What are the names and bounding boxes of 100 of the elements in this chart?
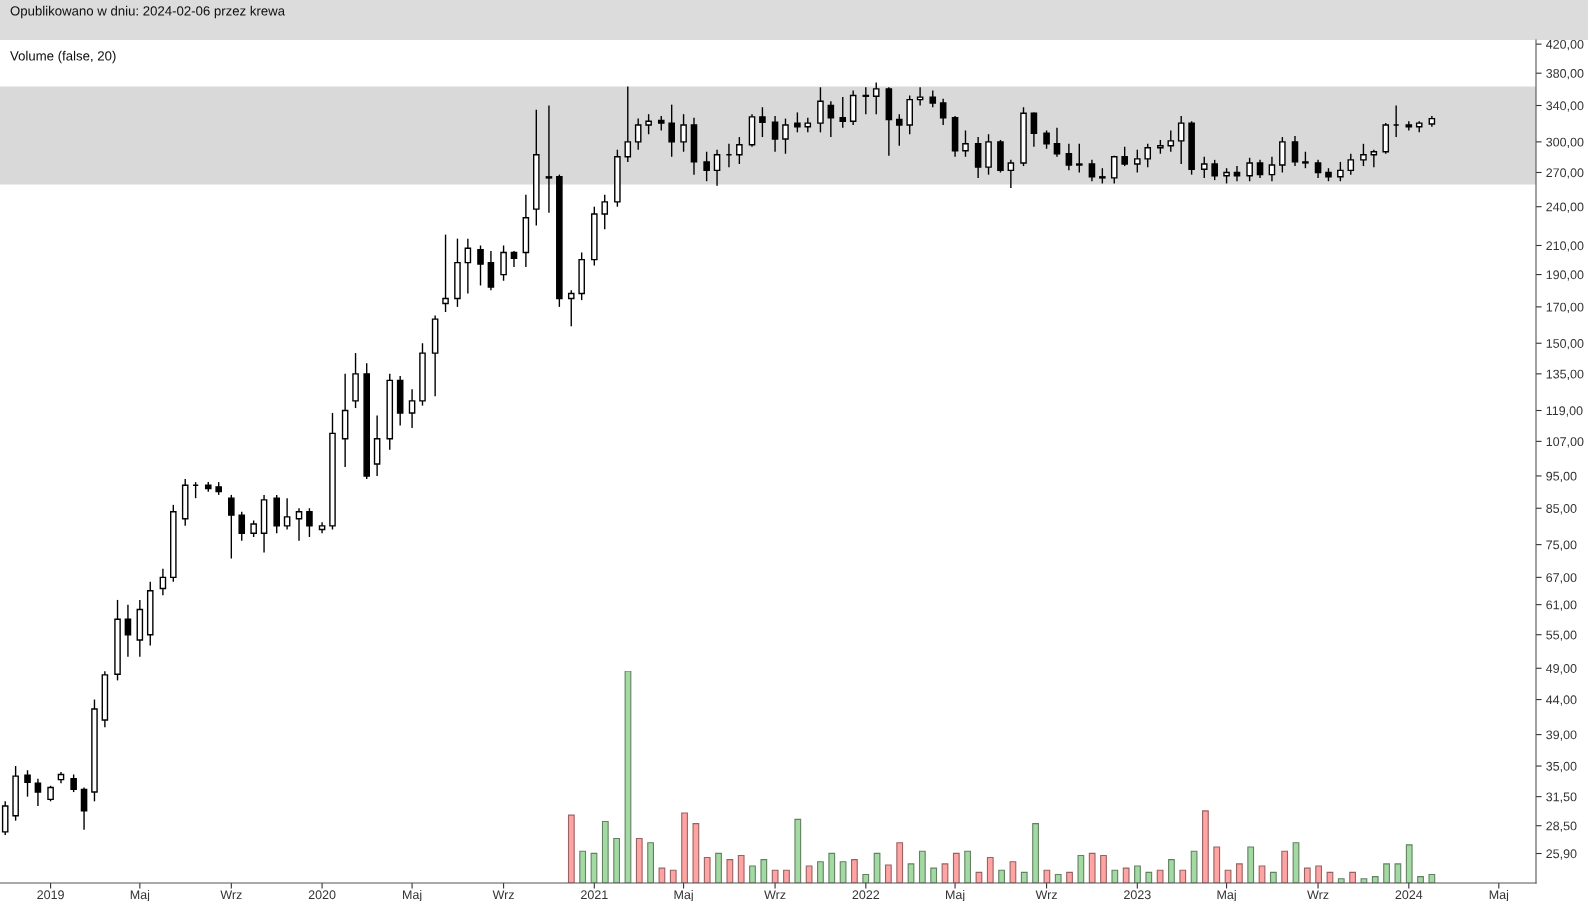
x-tick-label: Maj <box>946 889 965 901</box>
bar <box>1281 850 1289 883</box>
y-tick-label: 210,00 <box>1546 241 1584 252</box>
bar <box>692 823 700 883</box>
bar <box>794 818 802 883</box>
candlestick <box>1256 159 1264 179</box>
y-tick-label: 135,00 <box>1546 369 1584 380</box>
bar <box>1054 873 1062 883</box>
annotation: Volume (false, 20) <box>10 50 116 64</box>
bar <box>1224 869 1232 883</box>
candlestick <box>872 81 880 115</box>
bar <box>862 873 870 883</box>
bar <box>1326 871 1334 883</box>
candlestick <box>1167 129 1175 153</box>
x-tick-label: Maj <box>1489 889 1509 901</box>
candlestick <box>817 86 824 134</box>
bar <box>635 837 643 883</box>
candlestick <box>794 111 801 134</box>
candlestick <box>1211 159 1218 181</box>
x-tick-label: Maj <box>1217 889 1236 901</box>
bar <box>783 869 790 883</box>
x-tick-label: Maj <box>674 889 693 901</box>
bar <box>839 861 847 883</box>
candlestick <box>80 786 88 831</box>
candlestick <box>1360 143 1367 167</box>
candlestick <box>34 778 42 807</box>
candlestick <box>624 85 632 163</box>
x-tick-label: 2020 <box>308 890 336 900</box>
x-tick-label: Wrz <box>1035 890 1057 899</box>
candlestick <box>408 388 416 429</box>
y-tick-label: 380,00 <box>1546 69 1584 80</box>
bar <box>1258 865 1266 883</box>
candlestick <box>759 106 766 138</box>
y-tick-label: 75,00 <box>1546 540 1577 551</box>
bar <box>1134 865 1141 883</box>
y-tick-label: 170,00 <box>1546 302 1584 314</box>
bar <box>1020 871 1028 883</box>
bar <box>1349 871 1356 883</box>
candlestick <box>283 497 291 531</box>
bar <box>624 671 632 883</box>
candlestick <box>1121 146 1128 167</box>
bar <box>975 871 983 883</box>
bar <box>1168 859 1175 883</box>
bar <box>851 859 858 883</box>
bar <box>658 867 666 883</box>
candlestick <box>839 96 847 129</box>
candlestick <box>703 151 710 182</box>
candlestick <box>634 117 642 151</box>
y-tick-label: 240,00 <box>1546 202 1584 213</box>
y-tick-label: 28,50 <box>1546 821 1577 832</box>
candlestick <box>500 244 507 282</box>
bar <box>918 850 926 883</box>
bar <box>1156 869 1164 883</box>
bar <box>760 859 768 883</box>
candlestick <box>1337 161 1344 182</box>
candlestick <box>545 104 553 214</box>
bar <box>1190 850 1198 883</box>
bar <box>873 852 881 883</box>
candlestick <box>1291 135 1299 167</box>
candlestick <box>782 117 789 155</box>
bar <box>703 857 711 883</box>
bar <box>1360 878 1368 883</box>
x-tick-label: 2019 <box>37 890 64 900</box>
candlestick <box>295 507 303 542</box>
bar <box>1247 846 1255 883</box>
bar <box>828 852 836 883</box>
y-tick-label: 25,90 <box>1546 849 1577 860</box>
bar <box>681 812 688 883</box>
candlestick <box>601 194 609 231</box>
y-tick-label: 61,00 <box>1546 600 1577 611</box>
y-tick-label: 95,00 <box>1546 471 1577 483</box>
y-tick-label: 270,00 <box>1546 168 1584 179</box>
candlestick <box>736 136 743 165</box>
bar <box>817 861 824 883</box>
candlestick <box>1246 157 1253 182</box>
candlestick <box>1268 156 1276 182</box>
bar <box>669 869 677 883</box>
y-tick-label: 31,50 <box>1546 792 1577 803</box>
y-tick-label: 340,00 <box>1546 101 1584 112</box>
bar <box>613 837 621 883</box>
bar <box>907 863 915 883</box>
y-tick-label: 300,00 <box>1546 137 1584 148</box>
x-tick-label: 2022 <box>852 890 880 900</box>
candlestick <box>668 103 675 158</box>
candlestick <box>567 289 575 328</box>
bar <box>1202 810 1209 883</box>
y-tick-label: 150,00 <box>1546 339 1584 350</box>
bar <box>930 867 938 883</box>
bar <box>1077 854 1085 883</box>
bar <box>749 865 756 883</box>
bar <box>1179 869 1187 883</box>
y-tick-label: 85,00 <box>1546 504 1577 515</box>
candlestick <box>1314 159 1322 179</box>
bar <box>1043 869 1051 883</box>
candlestick <box>1144 143 1152 168</box>
candlestick <box>1200 156 1208 179</box>
candlestick <box>442 233 449 313</box>
candlestick <box>228 494 235 560</box>
candlestick <box>1053 127 1061 158</box>
bar <box>986 857 994 883</box>
